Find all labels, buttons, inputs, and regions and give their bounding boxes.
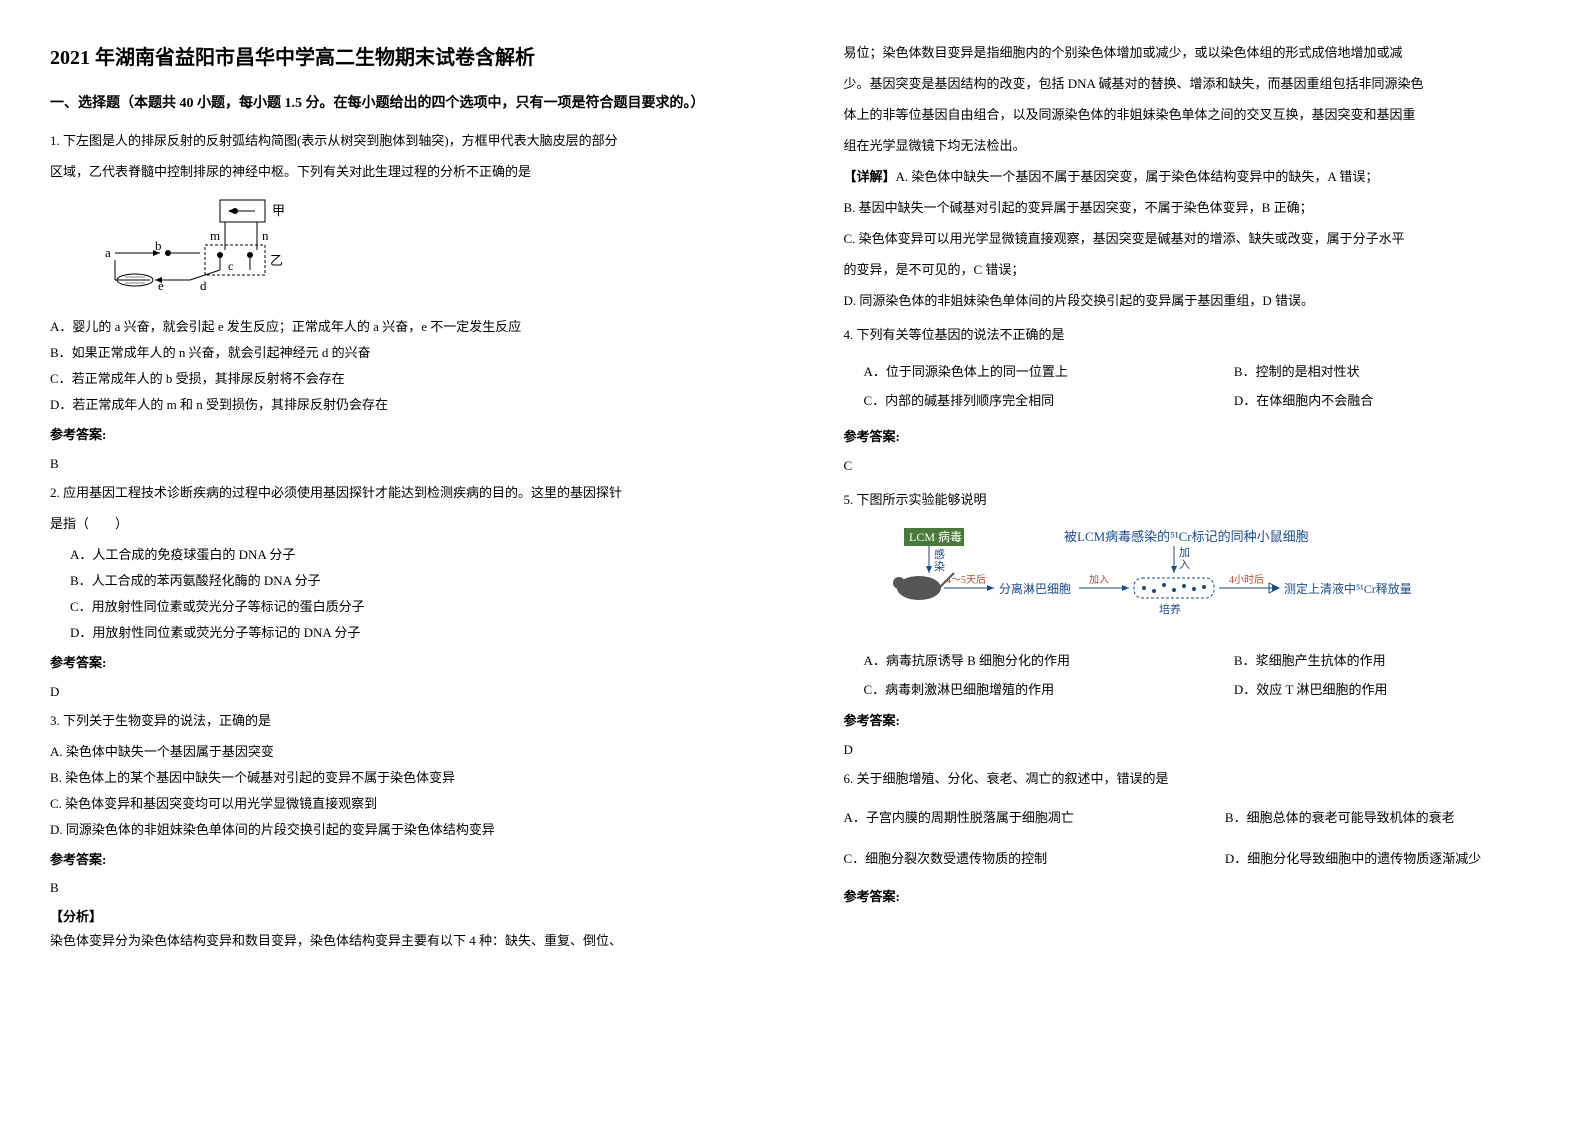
q4-answer: C [844,454,1538,477]
q4-stem: 4. 下列有关等位基因的说法不正确的是 [844,322,1538,348]
add-in-text: 加入 [1089,574,1109,586]
q3-option-a: A. 染色体中缺失一个基因属于基因突变 [50,739,744,765]
q1-stem-line1: 1. 下左图是人的排尿反射的反射弧结构简图(表示从树突到胞体到轴突)，方框甲代表… [50,128,744,154]
label-yi: 乙 [270,253,283,268]
q5-answer: D [844,738,1538,761]
day-text: 4～5天后 [946,574,986,586]
infect-text-2: 染 [934,559,945,573]
q1-option-c: C．若正常成年人的 b 受损，其排尿反射将不会存在 [50,366,744,392]
cont-line4: 组在光学显微镜下均无法检出。 [844,133,1538,159]
label-a: a [105,245,111,260]
q2-option-b: B．人工合成的苯丙氨酸羟化酶的 DNA 分子 [50,568,744,594]
experiment-svg: LCM 病毒 被LCM病毒感染的⁵¹Cr标记的同种小鼠细胞 感 染 加 入 4～… [884,523,1444,628]
detail-d: D. 同源染色体的非姐妹染色单体间的片段交换引起的变异属于基因重组，D 错误。 [844,288,1538,314]
cont-line2: 少。基因突变是基因结构的改变，包括 DNA 碱基对的替换、增添和缺失，而基因重组… [844,71,1538,97]
q6-option-a: A．子宫内膜的周期性脱落属于细胞凋亡 [844,804,1225,833]
q1-option-b: B．如果正常成年人的 n 兴奋，就会引起神经元 d 的兴奋 [50,340,744,366]
q5-option-a: A．病毒抗原诱导 B 细胞分化的作用 [864,647,1234,676]
q4-answer-label: 参考答案: [844,425,1538,448]
q4-option-b: B．控制的是相对性状 [1234,358,1537,387]
q6-option-b: B．细胞总体的衰老可能导致机体的衰老 [1225,804,1537,833]
q4-option-d: D．在体细胞内不会融合 [1234,387,1537,416]
hour-text: 4小时后 [1229,574,1264,586]
q3-answer-label: 参考答案: [50,848,744,871]
label-b: b [155,238,162,253]
q1-stem-line2: 区域，乙代表脊髓中控制排尿的神经中枢。下列有关对此生理过程的分析不正确的是 [50,159,744,185]
detail-b: B. 基因中缺失一个碱基对引起的变异属于基因突变，不属于染色体变异，B 正确； [844,195,1538,221]
label-m: m [210,228,220,243]
q6-option-d: D．细胞分化导致细胞中的遗传物质逐渐减少 [1225,845,1537,874]
infect-text-1: 感 [934,548,945,561]
detail-c2: 的变异，是不可见的，C 错误； [844,257,1538,283]
q3-answer: B [50,876,744,899]
page-title: 2021 年湖南省益阳市昌华中学高二生物期末试卷含解析 [50,40,744,76]
label-c: c [228,259,233,273]
q1-reflex-arc-diagram: 甲 m n a b c 乙 e d [100,195,744,304]
culture-text: 培养 [1159,602,1181,616]
q3-analysis-label: 【分析】 [50,905,744,928]
infected-label: 被LCM病毒感染的⁵¹Cr标记的同种小鼠细胞 [1064,529,1309,544]
q5-answer-label: 参考答案: [844,709,1538,732]
separate-text: 分离淋巴细胞 [999,581,1071,596]
q2-stem-line2: 是指（ ） [50,511,744,537]
q5-option-d: D．效应 T 淋巴细胞的作用 [1234,676,1537,705]
q3-stem: 3. 下列关于生物变异的说法，正确的是 [50,708,744,734]
q1-answer-label: 参考答案: [50,423,744,446]
q2-option-a: A．人工合成的免疫球蛋白的 DNA 分子 [50,542,744,568]
left-column: 2021 年湖南省益阳市昌华中学高二生物期末试卷含解析 一、选择题（本题共 40… [0,0,794,1122]
q5-option-c: C．病毒刺激淋巴细胞增殖的作用 [864,676,1234,705]
add-text-1: 加 [1179,546,1190,559]
detail-c1: C. 染色体变异可以用光学显微镜直接观察，基因突变是碱基对的增添、缺失或改变，属… [844,226,1538,252]
q4-option-a: A．位于同源染色体上的同一位置上 [864,358,1234,387]
q6-answer-label: 参考答案: [844,885,1538,908]
section-heading: 一、选择题（本题共 40 小题，每小题 1.5 分。在每小题给出的四个选项中，只… [50,91,744,116]
cont-line3: 体上的非等位基因自由组合，以及同源染色体的非姐妹染色单体之间的交叉互换，基因突变… [844,102,1538,128]
q4-option-c: C．内部的碱基排列顺序完全相同 [864,387,1234,416]
cont-line1: 易位；染色体数目变异是指细胞内的个别染色体增加或减少，或以染色体组的形式成倍地增… [844,40,1538,66]
q3-option-c: C. 染色体变异和基因突变均可以用光学显微镜直接观察到 [50,791,744,817]
q3-option-d: D. 同源染色体的非姐妹染色单体间的片段交换引起的变异属于染色体结构变异 [50,817,744,843]
measure-text: 测定上清液中⁵¹Cr释放量 [1284,581,1412,596]
reflex-arc-svg: 甲 m n a b c 乙 e d [100,195,300,295]
q5-stem: 5. 下图所示实验能够说明 [844,487,1538,513]
detail-label: 【详解】 [844,169,896,184]
q2-answer: D [50,680,744,703]
label-jia: 甲 [272,203,285,218]
label-d: d [200,278,207,293]
q3-option-b: B. 染色体上的某个基因中缺失一个碱基对引起的变异不属于染色体变异 [50,765,744,791]
label-n: n [262,228,269,243]
q5-experiment-diagram: LCM 病毒 被LCM病毒感染的⁵¹Cr标记的同种小鼠细胞 感 染 加 入 4～… [884,523,1538,637]
add-text-2: 入 [1179,559,1190,571]
right-column: 易位；染色体数目变异是指细胞内的个别染色体增加或减少，或以染色体组的形式成倍地增… [794,0,1587,1122]
q2-answer-label: 参考答案: [50,651,744,674]
q1-option-d: D．若正常成年人的 m 和 n 受到损伤，其排尿反射仍会存在 [50,392,744,418]
lcm-label: LCM 病毒 [909,529,962,544]
q1-option-a: A．婴儿的 a 兴奋，就会引起 e 发生反应；正常成年人的 a 兴奋，e 不一定… [50,314,744,340]
q1-answer: B [50,452,744,475]
q2-option-c: C．用放射性同位素或荧光分子等标记的蛋白质分子 [50,594,744,620]
q5-option-b: B．浆细胞产生抗体的作用 [1234,647,1537,676]
q6-option-c: C．细胞分裂次数受遗传物质的控制 [844,845,1225,874]
q3-analysis: 染色体变异分为染色体结构变异和数目变异，染色体结构变异主要有以下 4 种：缺失、… [50,928,744,954]
q2-option-d: D．用放射性同位素或荧光分子等标记的 DNA 分子 [50,620,744,646]
q6-stem: 6. 关于细胞增殖、分化、衰老、凋亡的叙述中，错误的是 [844,766,1538,792]
detail-a: A. 染色体中缺失一个基因不属于基因突变，属于染色体结构变异中的缺失，A 错误； [896,169,1379,184]
q2-stem-line1: 2. 应用基因工程技术诊断疾病的过程中必须使用基因探针才能达到检测疾病的目的。这… [50,480,744,506]
